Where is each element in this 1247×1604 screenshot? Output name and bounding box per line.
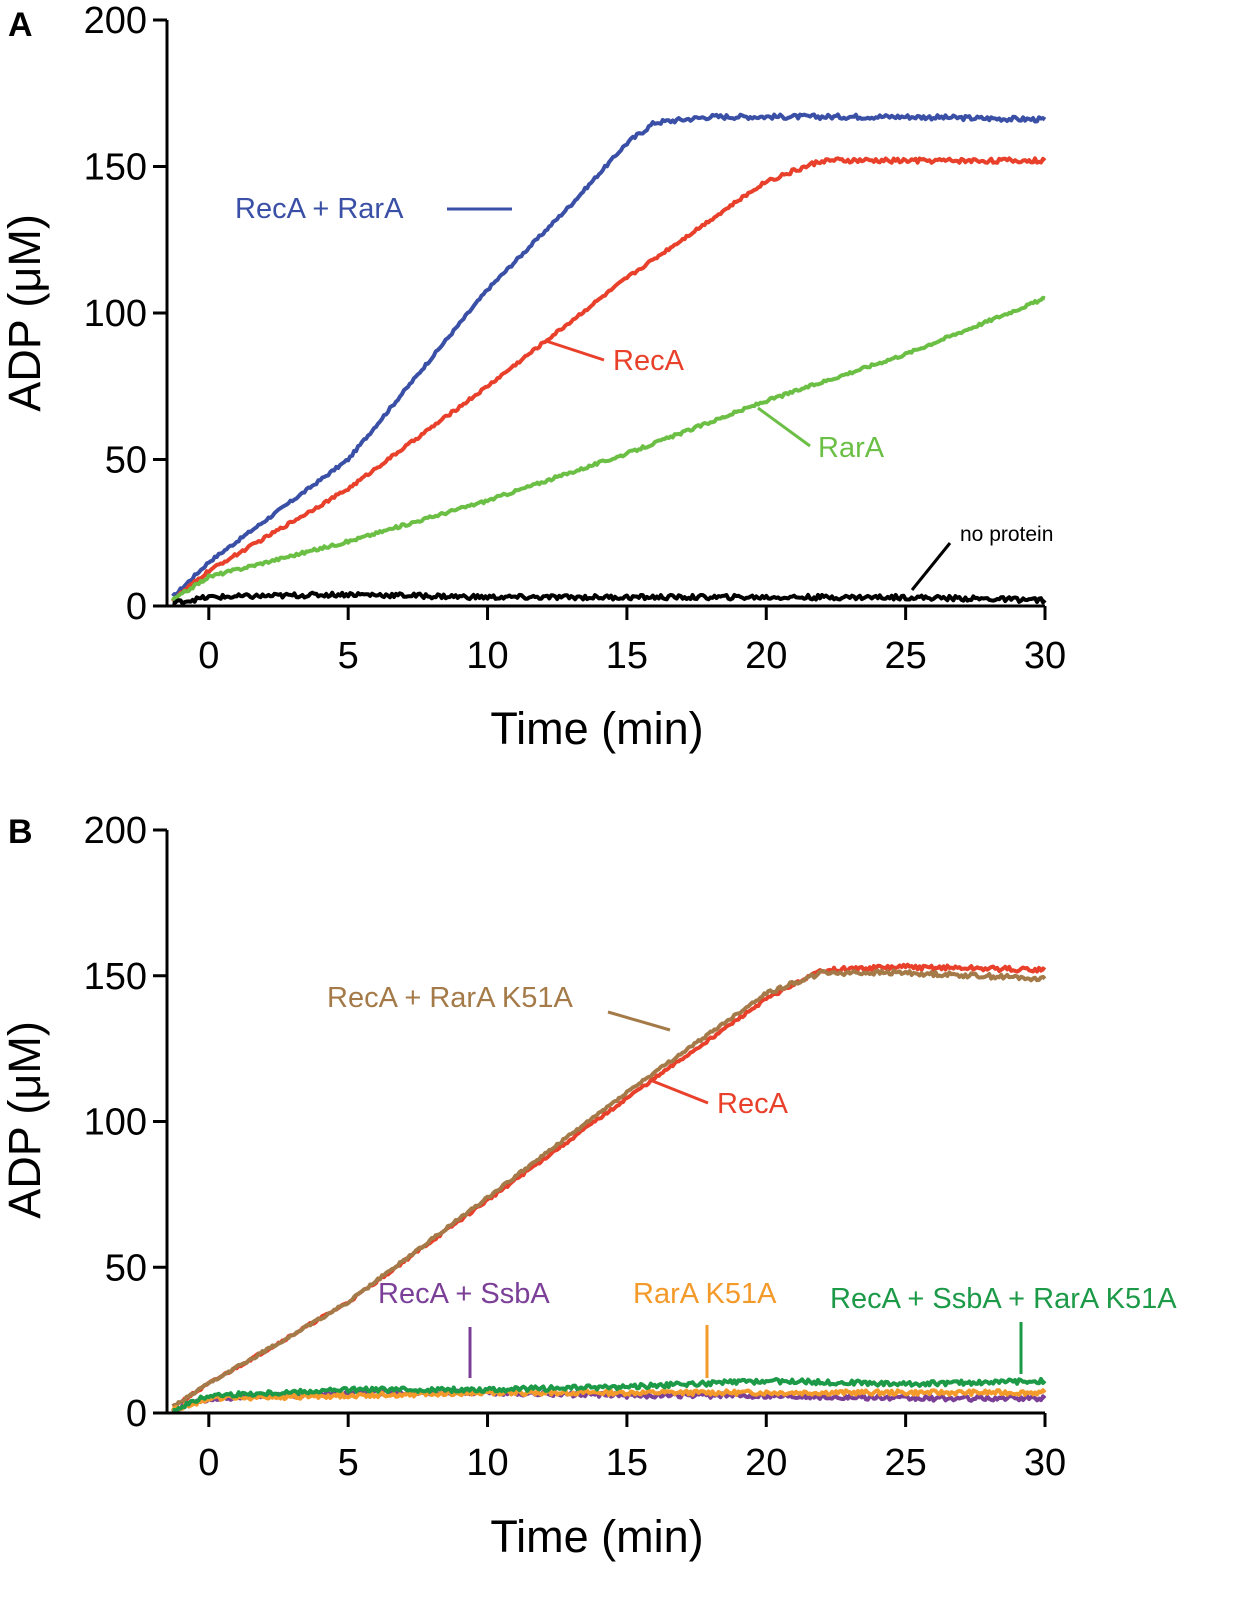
panel-a-series-reca bbox=[171, 156, 1047, 603]
label-reca-rara: RecA + RarA bbox=[235, 193, 404, 225]
panel-b-x-tick-label-25: 25 bbox=[884, 1442, 926, 1484]
panel-b-y-axis-title: ADP (μM) bbox=[0, 1021, 50, 1219]
panel-a-y-tick-label-100: 100 bbox=[84, 293, 147, 335]
leader-reca-rara-k51a bbox=[607, 1010, 671, 1032]
panel-b-x-tick-label-15: 15 bbox=[606, 1442, 648, 1484]
panel-a-x-tick-label-10: 10 bbox=[466, 635, 508, 677]
leader-reca-b bbox=[649, 1078, 709, 1105]
leader-no-protein bbox=[910, 542, 952, 591]
panel-a: A 0 50 100 150 200 0 5 10 15 20 25 30 Time (min) AD… bbox=[0, 0, 1066, 754]
panel-b-y-tick-label-100: 100 bbox=[84, 1102, 147, 1144]
panel-a-x-tick-label-20: 20 bbox=[745, 635, 787, 677]
panel-b-letter: B bbox=[8, 813, 33, 851]
leader-rara bbox=[757, 406, 811, 448]
panel-b-series-reca-rara-k51a bbox=[171, 968, 1047, 1408]
panel-a-letter: A bbox=[8, 6, 33, 44]
panel-b-x-tick-label-10: 10 bbox=[466, 1442, 508, 1484]
panel-b: B 0 50 100 150 200 0 5 10 15 20 25 30 Time (min) AD… bbox=[0, 810, 1177, 1562]
panel-a-series-reca-rara bbox=[171, 112, 1047, 598]
label-rara-k51a: RarA K51A bbox=[633, 1278, 777, 1310]
panel-b-y-tick-label-0: 0 bbox=[126, 1393, 147, 1435]
panel-b-x-axis-title: Time (min) bbox=[490, 1511, 703, 1562]
panel-a-series-rara bbox=[170, 295, 1046, 602]
panel-b-x-tick-label-5: 5 bbox=[338, 1442, 359, 1484]
panel-b-x-tick-label-30: 30 bbox=[1024, 1442, 1066, 1484]
panel-b-series-reca bbox=[172, 962, 1047, 1409]
label-reca-b: RecA bbox=[717, 1088, 789, 1120]
panel-b-x-tick-label-20: 20 bbox=[745, 1442, 787, 1484]
panel-b-y-tick-label-50: 50 bbox=[105, 1247, 147, 1289]
label-no-protein: no protein bbox=[960, 523, 1053, 546]
panel-a-x-tick-label-0: 0 bbox=[198, 635, 219, 677]
label-reca-rara-k51a: RecA + RarA K51A bbox=[327, 982, 573, 1014]
panel-a-y-tick-label-200: 200 bbox=[84, 0, 147, 42]
leader-reca-a bbox=[545, 339, 605, 362]
panel-a-x-tick-label-30: 30 bbox=[1024, 635, 1066, 677]
label-reca-a: RecA bbox=[613, 345, 685, 377]
panel-a-x-tick-label-25: 25 bbox=[884, 635, 926, 677]
panel-a-x-tick-label-5: 5 bbox=[338, 635, 359, 677]
panel-a-y-tick-label-150: 150 bbox=[84, 147, 147, 189]
panel-b-series-reca-ssba-rara-k51a bbox=[172, 1377, 1047, 1413]
panel-b-series-rara-k51a bbox=[170, 1388, 1047, 1413]
label-rara: RarA bbox=[818, 432, 885, 464]
panel-a-x-tick-label-15: 15 bbox=[606, 635, 648, 677]
panel-a-y-tick-label-50: 50 bbox=[105, 440, 147, 482]
panel-b-y-tick-label-200: 200 bbox=[84, 810, 147, 852]
panel-a-x-axis-title: Time (min) bbox=[490, 703, 703, 754]
label-reca-ssba-rara-k51a: RecA + SsbA + RarA K51A bbox=[830, 1283, 1177, 1315]
panel-a-series-no-protein bbox=[172, 590, 1047, 606]
label-reca-ssba: RecA + SsbA bbox=[378, 1278, 550, 1310]
panel-b-x-tick-label-0: 0 bbox=[198, 1442, 219, 1484]
panel-b-y-tick-label-150: 150 bbox=[84, 956, 147, 998]
panel-a-y-axis-title: ADP (μM) bbox=[0, 214, 50, 412]
panel-a-y-tick-label-0: 0 bbox=[126, 586, 147, 628]
